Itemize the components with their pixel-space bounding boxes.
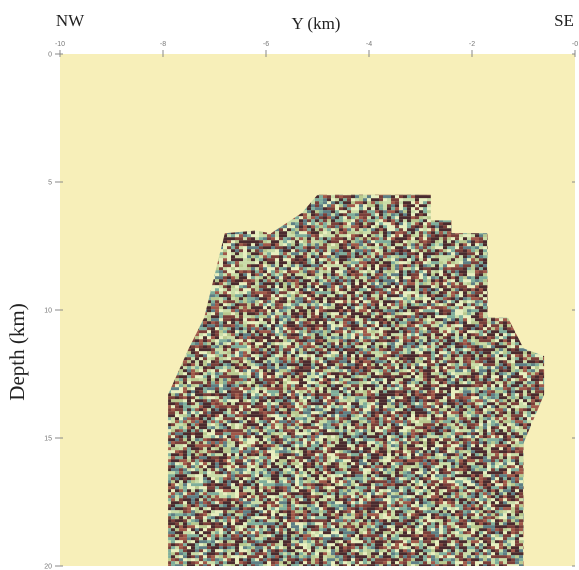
y-axis-title: Depth (km) <box>5 303 29 400</box>
x-axis-ticks: -10 -8 -6 -4 -2 -0 <box>55 41 578 57</box>
x-tick-label: -10 <box>55 41 65 48</box>
x-axis-title: Y (km) <box>292 14 341 33</box>
corner-label-se: SE <box>554 11 574 30</box>
x-tick-label: -6 <box>263 41 269 48</box>
y-axis-ticks: 0 5 10 15 20 <box>44 52 575 570</box>
corner-label-nw: NW <box>56 11 85 30</box>
y-tick-label: 15 <box>44 436 52 443</box>
x-tick-label: -8 <box>160 41 166 48</box>
x-tick-label: -4 <box>366 41 372 48</box>
y-tick-label: 10 <box>44 308 52 315</box>
y-tick-label: 20 <box>44 564 52 570</box>
y-tick-label: 5 <box>48 180 52 187</box>
x-tick-label: -0 <box>572 41 578 48</box>
x-tick-label: -2 <box>469 41 475 48</box>
y-tick-label: 0 <box>48 52 52 59</box>
